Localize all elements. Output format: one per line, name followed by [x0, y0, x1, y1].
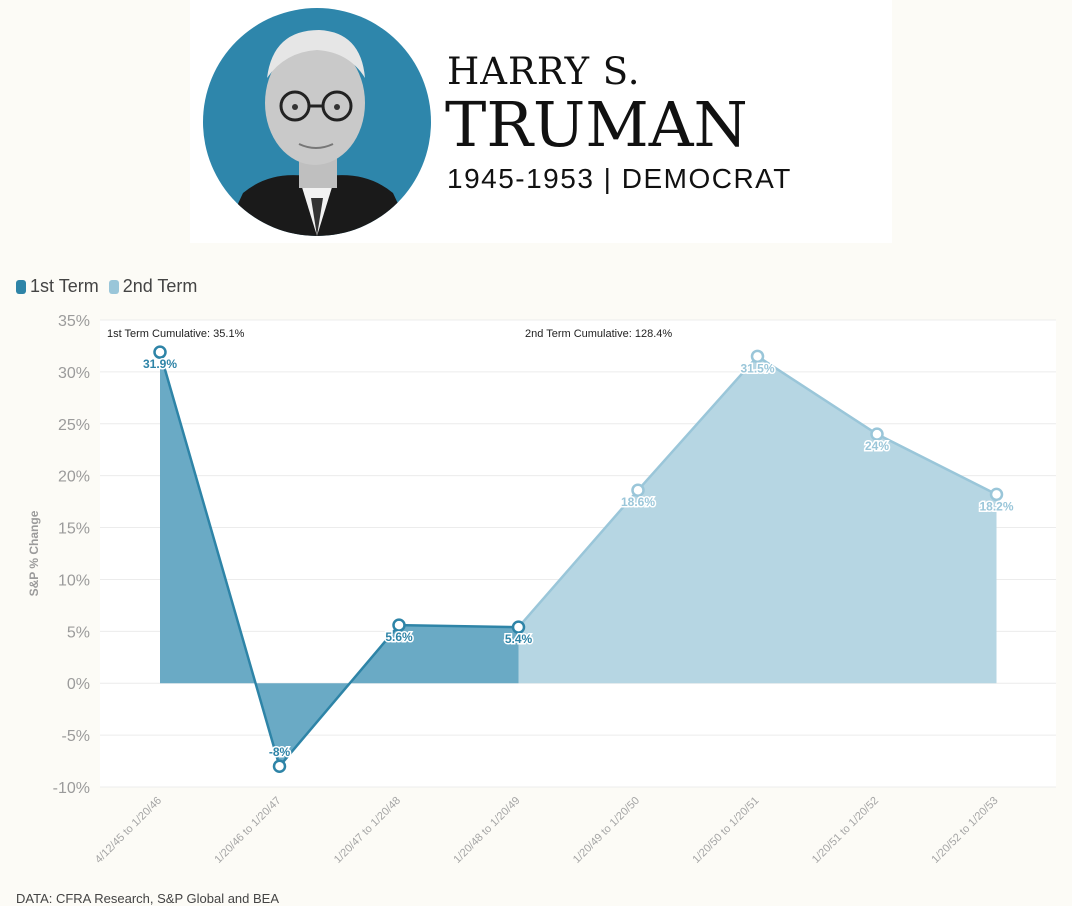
marker-2nd-term	[870, 427, 884, 441]
data-label-1st-term: 31.9%	[143, 357, 177, 371]
data-label-2nd-term: 18.2%	[979, 499, 1013, 513]
legend-item-1st-term: 1st Term	[16, 276, 99, 297]
y-tick-label: 0%	[67, 676, 90, 693]
x-tick-label: 1/20/49 to 1/20/50	[571, 795, 642, 866]
x-tick-label: 1/20/46 to 1/20/47	[212, 795, 283, 866]
y-tick-label: 35%	[58, 313, 90, 330]
data-source-note: DATA: CFRA Research, S&P Global and BEA	[16, 891, 280, 906]
president-last-name: TRUMAN	[445, 88, 748, 161]
marker-1st-term	[153, 345, 167, 359]
area-1st-term	[160, 352, 519, 767]
legend-label-2nd-term: 2nd Term	[122, 276, 198, 296]
marker-1st-term	[272, 759, 287, 773]
line-1st-term	[158, 351, 519, 769]
x-tick-label: 1/20/48 to 1/20/49	[451, 795, 522, 866]
president-first-name: HARRY S.	[447, 50, 641, 93]
y-tick-label: -5%	[62, 728, 90, 745]
legend-swatch-2nd-term	[108, 279, 119, 294]
chart-legend: 1st Term 2nd Term	[16, 276, 201, 297]
x-tick-label: 1/20/52 to 1/20/53	[929, 795, 1000, 866]
data-label-1st-term: -8%	[269, 745, 291, 759]
x-tick-label: 1/20/47 to 1/20/48	[332, 795, 403, 866]
marker-2nd-term	[750, 349, 765, 364]
annotation-2nd-term-cumulative: 2nd Term Cumulative: 128.4%	[525, 328, 672, 340]
term-years-party: 1945-1953 | DEMOCRAT	[447, 163, 792, 194]
y-tick-label: 25%	[58, 417, 90, 434]
annotation-1st-term-cumulative: 1st Term Cumulative: 35.1%	[107, 328, 245, 340]
y-tick-label: 5%	[67, 624, 90, 641]
data-label-1st-term: 5.6%	[385, 630, 413, 644]
y-tick-label: -10%	[53, 780, 90, 797]
legend-label-1st-term: 1st Term	[30, 276, 99, 296]
x-tick-label: 1/20/50 to 1/20/51	[690, 795, 761, 866]
legend-item-2nd-term: 2nd Term	[108, 276, 198, 297]
y-tick-label: 30%	[58, 365, 90, 382]
header-banner: HARRY S. TRUMAN 1945-1953 | DEMOCRAT	[190, 0, 892, 243]
y-tick-label: 20%	[58, 469, 90, 486]
y-tick-label: 10%	[58, 572, 90, 589]
data-label-2nd-term: 24%	[865, 439, 889, 453]
marker-2nd-term	[631, 483, 645, 497]
marker-2nd-term	[989, 487, 1004, 502]
data-label-1st-term: 5.4%	[505, 632, 533, 646]
truman-portrait	[203, 8, 431, 236]
y-axis-label: S&P % Change	[27, 510, 41, 596]
x-tick-label: 4/12/45 to 1/20/46	[93, 795, 164, 866]
data-label-2nd-term: 31.5%	[740, 361, 774, 375]
legend-swatch-1st-term	[16, 279, 26, 294]
x-tick-label: 1/20/51 to 1/20/52	[810, 795, 881, 866]
marker-1st-term	[511, 620, 526, 634]
sp-change-chart: 35% 30% 25% 20% 15% 10% 5% 0% -5% -10% S&P % Chang…	[27, 313, 1056, 866]
marker-1st-term	[392, 618, 406, 632]
data-label-2nd-term: 18.6%	[621, 495, 655, 509]
y-tick-label: 15%	[58, 521, 90, 538]
